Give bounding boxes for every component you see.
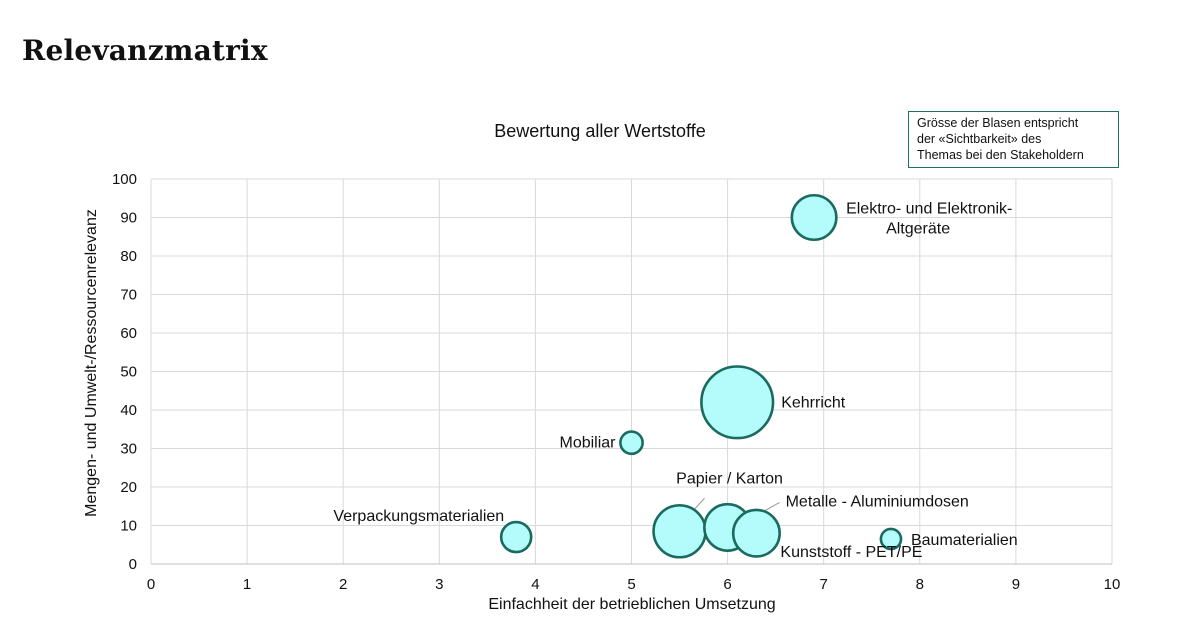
x-tick-label: 3 (435, 576, 443, 593)
bubbles (499, 193, 903, 559)
x-tick-label: 2 (339, 576, 347, 593)
y-tick-label: 60 (120, 325, 137, 342)
y-tick-label: 100 (112, 171, 137, 188)
bubble-label: Papier / Karton (676, 470, 783, 487)
bubble (652, 503, 707, 559)
bubble (499, 520, 533, 554)
y-axis-label: Mengen- und Umwelt-/Ressourcenrelevanz (83, 209, 100, 517)
note-line: Grösse der Blasen entspricht (917, 116, 1079, 130)
y-tick-label: 30 (120, 441, 137, 458)
x-tick-label: 6 (723, 576, 731, 593)
bubble-labels: Elektro- und Elektronik-Altgeräte Kehrric… (333, 201, 1017, 562)
bubble-label: Elektro- und Elektronik-Altgeräte (846, 201, 1012, 238)
note-line: der «Sichtbarkeit» des (917, 132, 1042, 146)
y-tick-label: 90 (120, 210, 137, 227)
x-axis-label: Einfachheit der betrieblichen Umsetzung (488, 596, 775, 613)
bubble-label: Mobiliar (559, 435, 616, 452)
bubble (731, 508, 781, 558)
x-tick-label: 10 (1104, 576, 1121, 593)
y-tick-label: 0 (129, 556, 137, 573)
x-tick-label: 7 (820, 576, 828, 593)
y-tick-label: 50 (120, 364, 137, 381)
chart-title: Bewertung aller Wertstoffe (494, 121, 705, 141)
bubble-label: Verpackungsmaterialien (333, 508, 504, 525)
grid (150, 178, 1113, 565)
bubble-label: Metalle - Aluminiumdosen (786, 493, 969, 510)
y-tick-label: 10 (120, 518, 137, 535)
y-tick-label: 40 (120, 402, 137, 419)
x-tick-label: 5 (627, 576, 635, 593)
bubble (879, 527, 903, 551)
bubble-label: Baumaterialien (911, 532, 1018, 549)
y-tick-label: 70 (120, 287, 137, 304)
page-title: Relevanzmatrix (22, 34, 268, 67)
bubble (700, 365, 775, 440)
bubble-size-note: Grösse der Blasen entspricht der «Sichtb… (908, 111, 1119, 168)
bubble (790, 193, 838, 242)
x-tick-label: 9 (1012, 576, 1020, 593)
note-line: Themas bei den Stakeholdern (917, 148, 1084, 162)
x-tick-label: 1 (243, 576, 251, 593)
bubble (619, 430, 644, 456)
x-tick-label: 0 (147, 576, 155, 593)
x-tick-label: 4 (531, 576, 539, 593)
y-tick-label: 80 (120, 248, 137, 265)
y-tick-label: 20 (120, 479, 137, 496)
bubble-label: Kehrricht (781, 394, 846, 411)
bubble-label: Kunststoff - PET/PE (780, 544, 922, 561)
x-tick-label: 8 (916, 576, 924, 593)
